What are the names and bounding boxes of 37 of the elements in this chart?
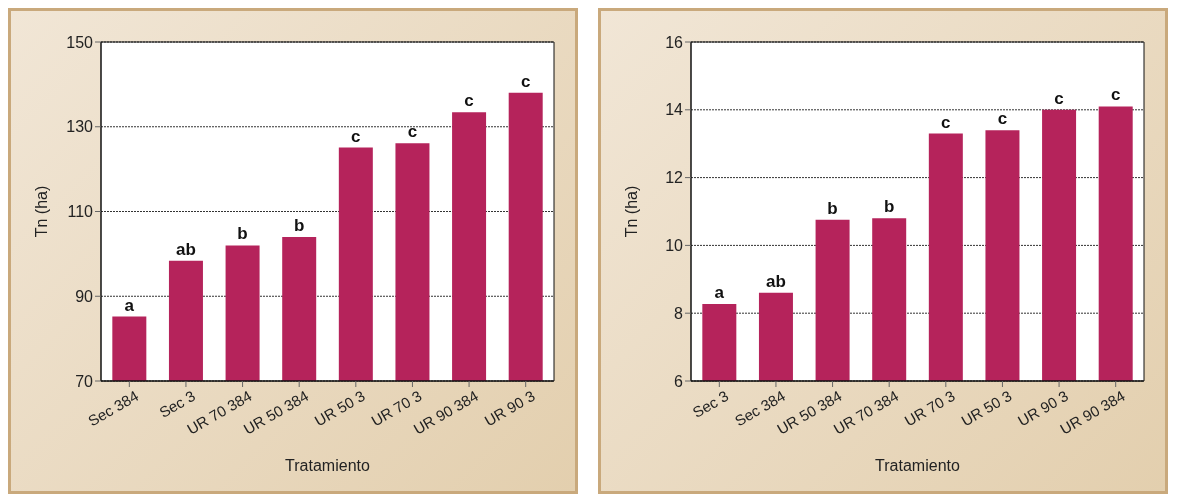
y-axis-title: Tn (ha) [622, 185, 640, 238]
annotation: ab [176, 239, 196, 259]
y-tick-label: 14 [665, 101, 684, 119]
y-tick-label: 6 [674, 372, 684, 390]
annotation: b [827, 198, 838, 218]
x-axis-title: Tratamiento [285, 457, 370, 474]
annotation: c [520, 71, 531, 91]
annotation: c [1110, 85, 1121, 105]
x-tick-label: Sec 384 [85, 387, 142, 430]
x-tick-label: Sec 3 [689, 387, 732, 421]
annotation: a [714, 283, 725, 303]
x-tick-label: UR 70 3 [901, 387, 958, 430]
annotation: ab [766, 271, 786, 291]
annotation: b [293, 215, 305, 235]
y-tick-label: 16 [665, 33, 684, 51]
annotation: a [124, 295, 135, 315]
annotation: b [237, 224, 248, 244]
y-tick-label: 90 [75, 287, 94, 305]
annotation: b [883, 197, 895, 217]
y-tick-label: 150 [66, 33, 94, 51]
x-axis-title: Tratamiento [875, 457, 960, 474]
y-tick-label: 8 [674, 304, 684, 322]
y-tick-label: 130 [66, 118, 94, 136]
x-tick-label: UR 90 3 [481, 387, 538, 430]
x-tick-label: UR 50 3 [311, 387, 368, 430]
x-tick-label: UR 50 3 [958, 387, 1015, 430]
y-tick-label: 110 [67, 203, 94, 221]
annotation: c [997, 109, 1008, 129]
annotation: c [351, 126, 361, 146]
annotation: c [464, 91, 474, 111]
y-tick-label: 10 [665, 237, 684, 255]
y-tick-label: 70 [75, 372, 94, 390]
annotation: c [407, 122, 418, 142]
y-axis-title: Tn (ha) [32, 185, 50, 238]
annotation: c [1054, 88, 1064, 108]
annotation: c [941, 112, 951, 132]
y-tick-label: 12 [665, 169, 684, 187]
